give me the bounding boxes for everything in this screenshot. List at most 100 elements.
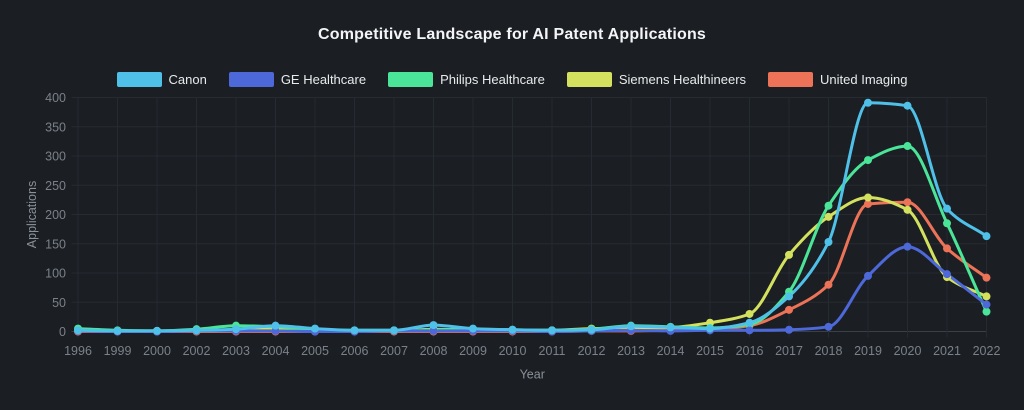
x-tick-label: 2002 <box>183 344 211 358</box>
legend-label: Canon <box>168 72 207 87</box>
series-points-united-imaging <box>74 198 991 336</box>
chart-title: Competitive Landscape for AI Patent Appl… <box>317 26 707 43</box>
data-point[interactable] <box>548 326 556 335</box>
data-point[interactable] <box>745 326 754 335</box>
data-point[interactable] <box>824 322 833 331</box>
data-point[interactable] <box>587 325 596 334</box>
data-point[interactable] <box>864 271 872 280</box>
y-tick-label: 0 <box>59 325 66 339</box>
y-tick-label: 350 <box>45 120 66 134</box>
data-point[interactable] <box>982 232 991 241</box>
x-tick-label: 2020 <box>894 344 922 358</box>
x-tick-label: 1999 <box>104 344 132 358</box>
data-point[interactable] <box>824 280 833 289</box>
x-tick-label: 2010 <box>499 344 527 358</box>
data-point[interactable] <box>469 324 477 333</box>
data-point[interactable] <box>903 198 912 207</box>
data-point[interactable] <box>429 326 438 335</box>
y-axis-title: Applications <box>25 181 39 248</box>
legend-item-philips-healthcare[interactable]: Philips Healthcare <box>388 72 545 87</box>
data-point[interactable] <box>982 292 991 301</box>
legend-swatch <box>566 72 612 87</box>
data-point[interactable] <box>113 326 122 335</box>
x-tick-label: 2006 <box>341 344 369 358</box>
chart-legend: Canon GE Healthcare Philips Healthcare Siem… <box>0 72 1024 87</box>
data-point[interactable] <box>390 326 398 335</box>
data-point[interactable] <box>350 326 359 335</box>
legend-swatch <box>388 72 434 87</box>
axis-ticks: 0 50 100 150 200 250 300 350 400 1996 1999 2000 2002… <box>45 91 1000 358</box>
x-tick-label: 2014 <box>657 344 685 358</box>
data-point[interactable] <box>824 212 833 221</box>
x-tick-label: 2004 <box>262 344 290 358</box>
x-tick-label: 2012 <box>578 344 606 358</box>
legend-label: United Imaging <box>820 72 908 87</box>
y-tick-label: 150 <box>45 237 66 251</box>
data-point[interactable] <box>785 250 793 259</box>
legend-swatch <box>768 72 814 87</box>
data-point[interactable] <box>311 324 319 333</box>
data-point[interactable] <box>982 300 991 309</box>
data-point[interactable] <box>232 325 240 334</box>
data-point[interactable] <box>627 322 635 331</box>
data-point[interactable] <box>864 199 872 208</box>
legend-label: Siemens Healthineers <box>618 72 747 87</box>
data-point[interactable] <box>943 244 951 253</box>
data-point[interactable] <box>271 321 280 330</box>
data-point[interactable] <box>192 326 201 335</box>
series-line-siemens-healthineers <box>76 196 988 333</box>
data-point[interactable] <box>706 324 714 333</box>
data-point[interactable] <box>982 273 991 282</box>
data-point[interactable] <box>903 205 912 214</box>
series-line-canon <box>76 101 988 333</box>
series-line-ge-healthcare <box>76 245 988 333</box>
legend-label: Philips Healthcare <box>440 72 545 87</box>
y-tick-label: 200 <box>45 208 66 222</box>
legend-swatch <box>116 72 162 87</box>
data-point[interactable] <box>943 219 951 228</box>
data-point[interactable] <box>864 156 872 165</box>
x-tick-label: 2013 <box>617 344 645 358</box>
data-point[interactable] <box>824 201 833 210</box>
x-tick-label: 2000 <box>143 344 171 358</box>
data-point[interactable] <box>666 323 675 332</box>
x-tick-label: 2022 <box>973 344 1001 358</box>
x-tick-label: 2005 <box>301 344 329 358</box>
series-points-ge-healthcare <box>74 242 991 336</box>
series-line-united-imaging <box>76 200 988 333</box>
x-axis-title: Year <box>520 368 545 382</box>
legend-item-siemens-healthineers[interactable]: Siemens Healthineers <box>566 72 747 87</box>
data-point[interactable] <box>903 101 912 110</box>
x-tick-label: 2008 <box>420 344 448 358</box>
data-point[interactable] <box>785 325 793 334</box>
x-tick-label: 2007 <box>380 344 408 358</box>
data-point[interactable] <box>864 193 872 202</box>
x-tick-label: 2021 <box>933 344 961 358</box>
data-point[interactable] <box>785 305 793 314</box>
x-tick-label: 2011 <box>539 344 566 358</box>
data-point[interactable] <box>508 325 517 334</box>
x-tick-label: 1996 <box>64 344 92 358</box>
data-point[interactable] <box>864 98 872 107</box>
data-point[interactable] <box>903 242 912 251</box>
data-point[interactable] <box>943 270 951 279</box>
legend-item-ge-healthcare[interactable]: GE Healthcare <box>228 72 366 87</box>
data-point[interactable] <box>74 326 82 335</box>
legend-item-canon[interactable]: Canon <box>116 72 207 87</box>
data-point[interactable] <box>785 292 793 301</box>
x-tick-label: 2009 <box>459 344 487 358</box>
y-tick-label: 400 <box>45 91 66 105</box>
y-tick-label: 50 <box>52 296 66 310</box>
data-point[interactable] <box>745 318 754 327</box>
data-point[interactable] <box>745 309 754 318</box>
data-point[interactable] <box>429 321 438 330</box>
data-point[interactable] <box>982 307 991 316</box>
legend-item-united-imaging[interactable]: United Imaging <box>768 72 908 87</box>
data-point[interactable] <box>943 204 951 213</box>
data-point[interactable] <box>153 326 161 335</box>
x-tick-label: 2018 <box>815 344 843 358</box>
data-point[interactable] <box>824 237 833 246</box>
data-point[interactable] <box>903 142 912 151</box>
